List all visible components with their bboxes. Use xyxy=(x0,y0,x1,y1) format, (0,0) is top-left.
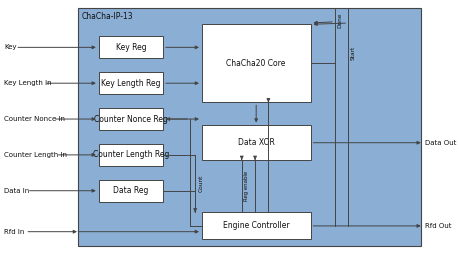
Text: Data Reg: Data Reg xyxy=(113,186,148,195)
Bar xyxy=(99,144,162,166)
Text: Rfd Out: Rfd Out xyxy=(424,223,450,229)
Text: Key Length Reg: Key Length Reg xyxy=(101,79,160,88)
Text: ChaCha-IP-13: ChaCha-IP-13 xyxy=(82,12,134,20)
Text: Data Out: Data Out xyxy=(424,140,455,146)
Text: Key: Key xyxy=(5,44,17,50)
Text: Counter Length In: Counter Length In xyxy=(5,152,67,158)
Bar xyxy=(202,125,310,160)
Text: Start: Start xyxy=(350,46,355,60)
Text: ChaCha20 Core: ChaCha20 Core xyxy=(226,59,285,68)
Text: Data XOR: Data XOR xyxy=(237,138,274,147)
Text: Engine Controller: Engine Controller xyxy=(222,221,289,230)
Text: Counter Nonce In: Counter Nonce In xyxy=(5,116,65,122)
Text: Data In: Data In xyxy=(5,188,30,194)
Text: Counter Length Reg: Counter Length Reg xyxy=(92,150,168,159)
Text: Counter Nonce Reg: Counter Nonce Reg xyxy=(94,114,168,124)
Text: Reg enable: Reg enable xyxy=(243,171,248,201)
Text: Key Length In: Key Length In xyxy=(5,80,52,86)
Text: Done: Done xyxy=(336,12,341,28)
Text: Count: Count xyxy=(198,175,203,192)
Bar xyxy=(202,24,310,102)
Text: Rfd In: Rfd In xyxy=(5,229,25,235)
Bar xyxy=(78,8,420,246)
Text: Key Reg: Key Reg xyxy=(115,43,146,52)
Bar xyxy=(99,108,162,130)
Bar xyxy=(99,180,162,202)
Bar xyxy=(202,212,310,239)
Bar xyxy=(99,37,162,58)
Bar xyxy=(99,72,162,94)
